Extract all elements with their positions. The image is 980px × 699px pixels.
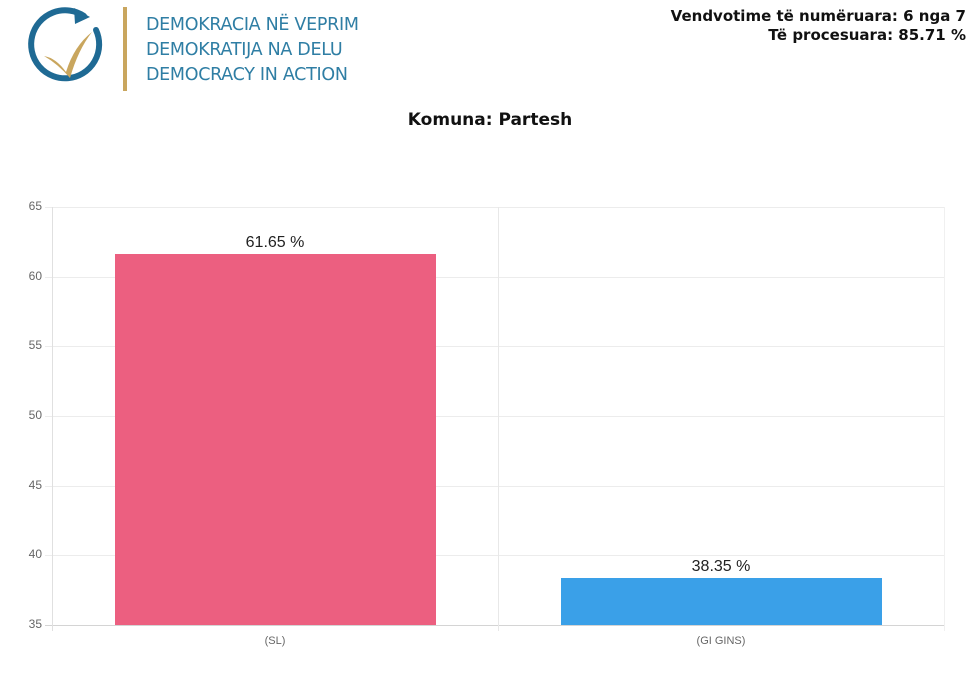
y-tick-label: 45: [28, 478, 42, 492]
processed-percentage: Të procesuara: 85.71 %: [768, 26, 966, 44]
bar-gi-gins: [561, 578, 882, 625]
org-name: DEMOKRACIA NË VEPRIM DEMOKRATIJA NA DELU…: [146, 13, 359, 88]
org-name-serbian: DEMOKRATIJA NA DELU: [146, 40, 343, 60]
category-divider: [498, 207, 499, 631]
chart-title: Komuna: Partesh: [407, 110, 573, 130]
org-name-english: DEMOCRACY IN ACTION: [146, 65, 348, 85]
x-tick-label: (SL): [264, 635, 286, 647]
y-gridline: [45, 486, 945, 487]
polling-stations-counted: Vendvotime të numëruara: 6 nga 7: [670, 7, 966, 25]
y-gridline: [45, 416, 945, 417]
bar-value-label: 61.65 %: [245, 234, 305, 251]
x-tick-label: (GI GINS): [696, 635, 746, 647]
y-tick-label: 55: [28, 338, 42, 352]
y-gridline: [45, 625, 945, 626]
y-gridline: [45, 207, 945, 208]
y-tick-label: 35: [28, 617, 42, 631]
bar-sl: [115, 254, 436, 625]
logo-icon: [28, 7, 103, 82]
y-gridline: [45, 346, 945, 347]
y-tick-label: 50: [28, 408, 42, 422]
y-tick-label: 65: [28, 199, 42, 213]
y-tick-label: 60: [28, 269, 42, 283]
y-gridline: [45, 277, 945, 278]
y-axis-line: [52, 207, 53, 631]
y-tick-label: 40: [28, 547, 42, 561]
y-gridline: [45, 555, 945, 556]
logo-divider: [123, 7, 127, 91]
counting-status: Vendvotime të numëruara: 6 nga 7 Të proc…: [671, 7, 966, 45]
org-name-albanian: DEMOKRACIA NË VEPRIM: [146, 15, 359, 35]
bar-value-label: 38.35 %: [691, 558, 751, 575]
plot-right-edge: [944, 207, 945, 631]
